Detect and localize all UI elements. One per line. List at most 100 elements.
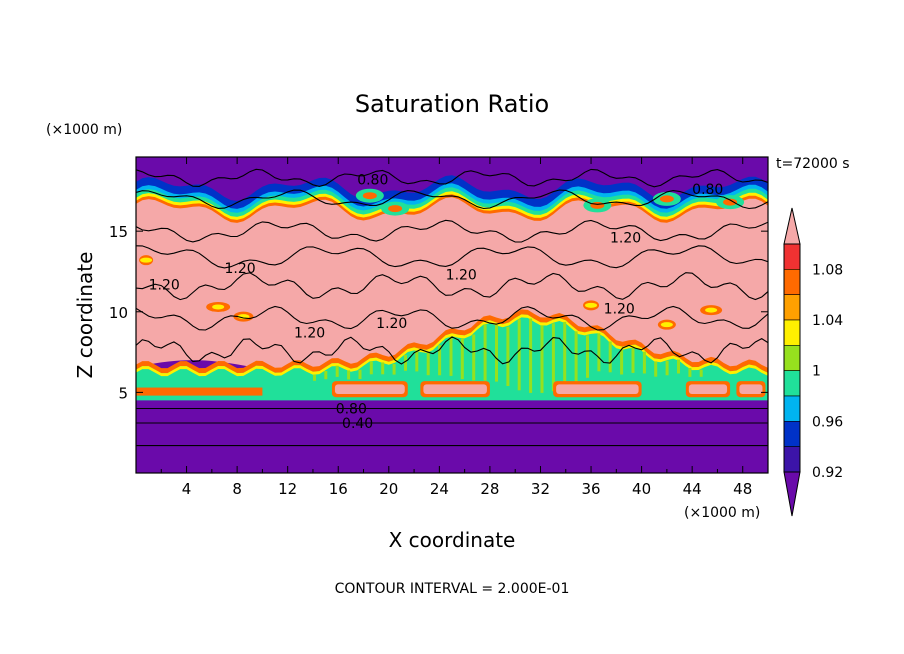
- field-upper-blob-core: [659, 195, 674, 203]
- colorbar-tick-label: 0.96: [812, 414, 843, 430]
- field-convective-streak: [369, 361, 373, 375]
- field-convective-streak: [551, 323, 555, 392]
- y-tick-label: 15: [109, 223, 128, 241]
- colorbar-tick-label: 1.04: [812, 313, 843, 329]
- field-warm-patch-core: [660, 322, 673, 328]
- x-tick-label: 24: [430, 480, 449, 498]
- colorbar-swatch: [783, 421, 801, 447]
- plot-frame: [135, 156, 769, 474]
- contour-line-upper-080b: [136, 189, 768, 210]
- colorbar-frame: [783, 243, 801, 473]
- contour-label: 1.20: [446, 268, 477, 284]
- field-boundary-cell-core: [688, 384, 728, 394]
- y-units-label: (×1000 m): [46, 122, 122, 138]
- field-upper-blob-core: [388, 205, 403, 213]
- field-convective-streak: [699, 369, 703, 377]
- x-tick-label: 40: [632, 480, 651, 498]
- field-convective-streak: [426, 352, 430, 376]
- contour-line-120-a: [136, 245, 768, 269]
- field-convective-streak: [620, 349, 624, 375]
- field-convective-streak: [631, 347, 635, 373]
- contour-label: 1.20: [376, 316, 407, 332]
- contour-line-120-c: [136, 305, 768, 331]
- field-convective-streak: [324, 371, 328, 380]
- contour-label: 1.20: [604, 302, 635, 318]
- x-tick-label: 4: [182, 480, 192, 498]
- colorbar-swatch: [783, 243, 801, 270]
- colorbar-swatch: [783, 319, 801, 346]
- field-convective-streak: [688, 368, 692, 377]
- field-upper-blue: [136, 175, 768, 210]
- contour-label: 1.20: [224, 261, 255, 277]
- colorbar-swatch: [783, 446, 801, 473]
- field-convective-streak: [540, 325, 544, 393]
- field-convective-streak: [483, 324, 487, 381]
- colorbar-swatch: [783, 269, 801, 295]
- x-tick-label: 16: [329, 480, 348, 498]
- field-left-cap: [136, 387, 263, 396]
- contour-line-120-b: [136, 272, 768, 301]
- field-boundary-cell-core: [423, 384, 487, 394]
- field-boundary-cell-core: [334, 384, 405, 394]
- y-tick-label: 5: [118, 384, 128, 402]
- contour-label: 0.80: [336, 402, 367, 418]
- field-boundary-cell-core: [556, 384, 639, 394]
- colorbar-tick-label: 1.08: [812, 262, 843, 278]
- field-convective-streak: [460, 338, 464, 380]
- field-convective-streak: [392, 364, 396, 375]
- field-convective-streak: [472, 334, 476, 381]
- field-convective-streak: [665, 360, 669, 376]
- time-label: t=72000 s: [776, 156, 850, 172]
- y-axis-label: Z coordinate: [73, 252, 97, 379]
- contour-label-text: 1.20: [294, 326, 325, 342]
- field-warm-patch-core: [585, 302, 598, 308]
- x-tick-label: 36: [581, 480, 600, 498]
- field-convective-streak: [449, 336, 453, 376]
- contour-label: 1.20: [149, 277, 180, 293]
- colorbar-swatch: [783, 345, 801, 371]
- chart-title: Saturation Ratio: [355, 90, 549, 118]
- field-convective-streak: [529, 318, 533, 393]
- field-convective-streak: [642, 351, 646, 374]
- field-convective-streak: [586, 335, 589, 378]
- contour-label: 0.80: [692, 182, 723, 198]
- field-warm-patch-core: [212, 304, 225, 310]
- colorbar-tick-label: 0.92: [812, 465, 843, 481]
- field-convective-streak: [358, 369, 362, 379]
- x-axis-label: X coordinate: [389, 528, 516, 552]
- field-convective-streak: [415, 350, 419, 372]
- field-convective-streak: [517, 319, 521, 391]
- field-convective-streak: [506, 326, 510, 386]
- x-tick-label: 8: [232, 480, 242, 498]
- field-convective-streak: [404, 354, 407, 371]
- contour-label-text: 0.80: [336, 402, 367, 418]
- field-convective-streak: [347, 370, 351, 380]
- field-convective-streak: [381, 362, 385, 375]
- field-convective-streak: [654, 361, 658, 377]
- field-convective-streak: [313, 374, 316, 381]
- colorbar-bottom-extension: [783, 471, 801, 517]
- contour-line-120-top: [136, 219, 768, 243]
- contour-label: 0.40: [342, 416, 373, 432]
- x-tick-label: 12: [278, 480, 297, 498]
- contour-label: 1.20: [610, 231, 641, 247]
- plot-area: 0.80 0.80 1.20 1.20 1.20 1.20 1.20 1.20 1.20 0.80…: [136, 157, 768, 473]
- field-convective-streak: [438, 345, 442, 376]
- x-tick-label: 32: [531, 480, 550, 498]
- contour-label-text: 0.80: [692, 182, 723, 198]
- contour-label-text: 1.20: [446, 268, 477, 284]
- contour-label-text: 0.40: [342, 416, 373, 432]
- contour-label: 1.20: [294, 326, 325, 342]
- field-upper-blob-core: [590, 201, 605, 209]
- field-convective-streak: [597, 333, 601, 372]
- colorbar: 0.92 0.96 1 1.04 1.08: [783, 207, 843, 517]
- field-convective-streak: [335, 365, 339, 377]
- contour-label: 0.80: [357, 173, 388, 189]
- x-tick-label: 20: [379, 480, 398, 498]
- x-tick-label: 44: [683, 480, 702, 498]
- x-tick-label: 48: [733, 480, 752, 498]
- field-convective-streak: [608, 341, 612, 373]
- colorbar-swatch: [783, 395, 801, 422]
- x-tick-label: 28: [480, 480, 499, 498]
